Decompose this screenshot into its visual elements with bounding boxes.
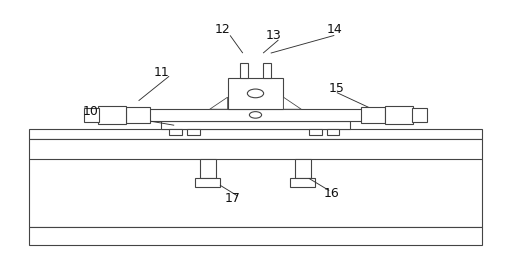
Bar (187, 129, 200, 135)
Bar (227, 78, 284, 109)
Bar (361, 107, 385, 123)
Text: 12: 12 (215, 23, 230, 37)
Bar (84, 108, 100, 122)
Bar (309, 129, 321, 135)
Bar (195, 178, 220, 186)
Bar (29, 139, 482, 227)
Circle shape (249, 112, 262, 118)
Text: 14: 14 (327, 23, 342, 37)
Circle shape (247, 89, 264, 98)
Text: 10: 10 (82, 105, 98, 118)
Bar (126, 107, 150, 123)
Bar (161, 121, 350, 129)
Bar (29, 129, 482, 139)
Polygon shape (210, 97, 227, 109)
Bar (327, 129, 339, 135)
Text: 16: 16 (324, 187, 340, 200)
Bar (263, 63, 271, 78)
Bar (29, 227, 482, 245)
Bar (385, 106, 413, 124)
Bar (411, 108, 427, 122)
Text: 11: 11 (154, 66, 169, 79)
Polygon shape (284, 97, 301, 109)
Text: 17: 17 (225, 192, 241, 205)
Bar (169, 129, 182, 135)
Bar (149, 109, 362, 121)
Bar (290, 178, 315, 186)
Bar (98, 106, 126, 124)
Bar (200, 159, 216, 178)
Bar (295, 159, 311, 178)
Text: 13: 13 (265, 29, 281, 42)
Text: 15: 15 (329, 82, 345, 95)
Bar (240, 63, 248, 78)
